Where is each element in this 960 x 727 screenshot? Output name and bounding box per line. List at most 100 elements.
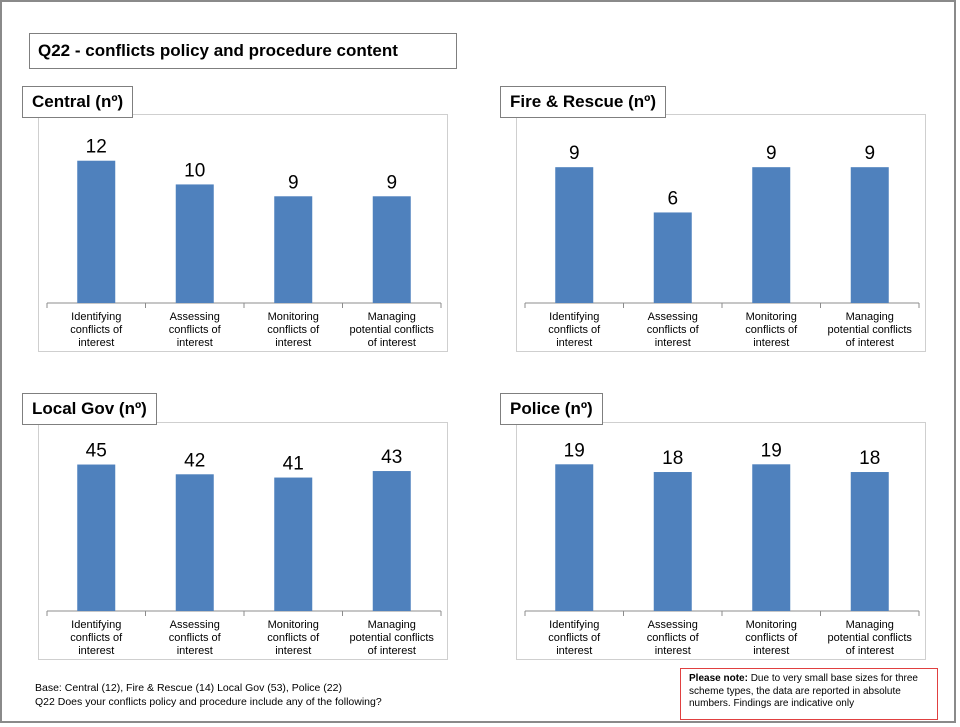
x-tick-label-line: interest <box>78 645 115 657</box>
x-tick-label-line: interest <box>556 645 593 657</box>
chart-panel-police: 19 18 19 18 Identifying conflicts of interest… <box>516 422 926 660</box>
bar <box>653 472 692 611</box>
note-text: Due to very small base sizes for three s… <box>689 673 918 709</box>
chart-title-local-gov: Local Gov (nº) <box>22 393 157 425</box>
bar-chart-central: 12 10 9 9 <box>46 137 442 308</box>
data-label: 12 <box>86 137 107 158</box>
bar <box>372 196 411 303</box>
x-tick-label-line: Managing <box>845 311 894 323</box>
x-tick-label-line: Assessing <box>169 619 220 631</box>
x-tick-label-line: conflicts of <box>745 324 798 336</box>
x-tick-label: Managing potential conflicts of interest <box>343 311 441 350</box>
bar <box>77 464 116 611</box>
bar <box>372 471 411 611</box>
x-tick-label-line: interest <box>176 645 213 657</box>
data-label: 42 <box>184 450 205 471</box>
data-label: 19 <box>564 440 585 461</box>
x-tick-label-line: conflicts of <box>745 632 798 644</box>
x-tick-label: Assessing conflicts of interest <box>624 311 722 350</box>
x-tick-label-line: interest <box>556 337 593 349</box>
x-tick-label-line: interest <box>753 337 790 349</box>
data-label: 9 <box>766 143 777 164</box>
data-label: 9 <box>386 172 397 193</box>
page-title: Q22 - conflicts policy and procedure con… <box>29 33 457 69</box>
x-tick-label: Monitoring conflicts of interest <box>722 619 820 658</box>
bar <box>555 464 594 611</box>
chart-panel-local-gov: 45 42 41 43 Identifying conflicts of interest… <box>38 422 448 660</box>
chart-title-fire-rescue: Fire & Rescue (nº) <box>500 86 667 118</box>
data-label: 9 <box>569 143 580 164</box>
data-label: 6 <box>667 188 678 209</box>
x-tick-label-line: Managing <box>845 619 894 631</box>
x-tick-label: Monitoring conflicts of interest <box>244 311 342 350</box>
note-heading: Please note: <box>689 673 748 684</box>
footnote: Base: Central (12), Fire & Rescue (14) L… <box>35 681 382 709</box>
x-tick-label-line: conflicts of <box>267 632 320 644</box>
x-tick-label-line: conflicts of <box>70 324 123 336</box>
bar <box>653 212 692 303</box>
x-tick-label-line: interest <box>275 645 312 657</box>
data-label: 18 <box>662 448 683 469</box>
data-label: 10 <box>184 160 205 181</box>
x-tick-label-line: Identifying <box>549 619 600 631</box>
x-tick-label: Monitoring conflicts of interest <box>244 619 342 658</box>
bar <box>752 167 791 303</box>
x-tick-label: Identifying conflicts of interest <box>47 311 145 350</box>
x-tick-label-line: potential conflicts <box>349 324 434 336</box>
x-tick-label-line: Assessing <box>169 311 220 323</box>
x-tick-label-line: interest <box>78 337 115 349</box>
x-tick-label-line: of interest <box>367 337 416 349</box>
x-tick-label-line: Managing <box>367 619 416 631</box>
bar-chart-fire-rescue: 9 6 9 9 <box>524 143 920 308</box>
x-tick-label-line: Identifying <box>71 619 122 631</box>
x-tick-label-line: Assessing <box>647 619 698 631</box>
x-tick-label: Identifying conflicts of interest <box>47 619 145 658</box>
x-tick-label-line: interest <box>753 645 790 657</box>
data-label: 9 <box>864 143 875 164</box>
x-tick-label-line: interest <box>654 645 691 657</box>
x-tick-label-line: conflicts of <box>267 324 320 336</box>
bar <box>175 474 214 611</box>
bar <box>555 167 594 303</box>
question-note: Q22 Does your conflicts policy and proce… <box>35 696 382 708</box>
x-tick-label-line: of interest <box>845 645 894 657</box>
x-tick-label-line: Assessing <box>647 311 698 323</box>
x-tick-label-line: conflicts of <box>70 632 123 644</box>
chart-panel-central: 12 10 9 9 Identifying conflicts of interest As… <box>38 114 448 352</box>
x-tick-label-line: conflicts of <box>168 632 221 644</box>
bar-chart-local-gov: 45 42 41 43 <box>46 441 442 616</box>
x-tick-label-line: potential conflicts <box>827 324 912 336</box>
x-tick-label-line: conflicts of <box>646 632 699 644</box>
x-tick-label-line: Identifying <box>71 311 122 323</box>
x-tick-label: Monitoring conflicts of interest <box>722 311 820 350</box>
data-label: 18 <box>859 448 880 469</box>
x-tick-label-line: Identifying <box>549 311 600 323</box>
x-tick-label: Managing potential conflicts of interest <box>821 619 919 658</box>
x-tick-label: Assessing conflicts of interest <box>624 619 722 658</box>
x-tick-label: Identifying conflicts of interest <box>525 311 623 350</box>
bar <box>274 196 313 303</box>
x-tick-label-line: interest <box>275 337 312 349</box>
base-note: Base: Central (12), Fire & Rescue (14) L… <box>35 682 342 694</box>
bar <box>752 464 791 611</box>
bar <box>175 184 214 303</box>
x-tick-label-line: Monitoring <box>267 619 319 631</box>
bar <box>850 167 889 303</box>
data-label: 41 <box>283 454 304 475</box>
x-tick-label-line: conflicts of <box>646 324 699 336</box>
x-tick-label-line: Monitoring <box>745 619 797 631</box>
data-label: 9 <box>288 172 299 193</box>
note-box: Please note: Due to very small base size… <box>680 668 938 720</box>
x-tick-label-line: Monitoring <box>745 311 797 323</box>
bar <box>850 472 889 611</box>
bar-chart-police: 19 18 19 18 <box>524 440 920 616</box>
x-tick-label-line: interest <box>176 337 213 349</box>
bar <box>274 477 313 611</box>
x-tick-label: Managing potential conflicts of interest <box>343 619 441 658</box>
data-label: 19 <box>761 440 782 461</box>
x-tick-label-line: conflicts of <box>168 324 221 336</box>
x-tick-label: Assessing conflicts of interest <box>146 619 244 658</box>
x-tick-label-line: conflicts of <box>548 632 601 644</box>
x-tick-label: Assessing conflicts of interest <box>146 311 244 350</box>
